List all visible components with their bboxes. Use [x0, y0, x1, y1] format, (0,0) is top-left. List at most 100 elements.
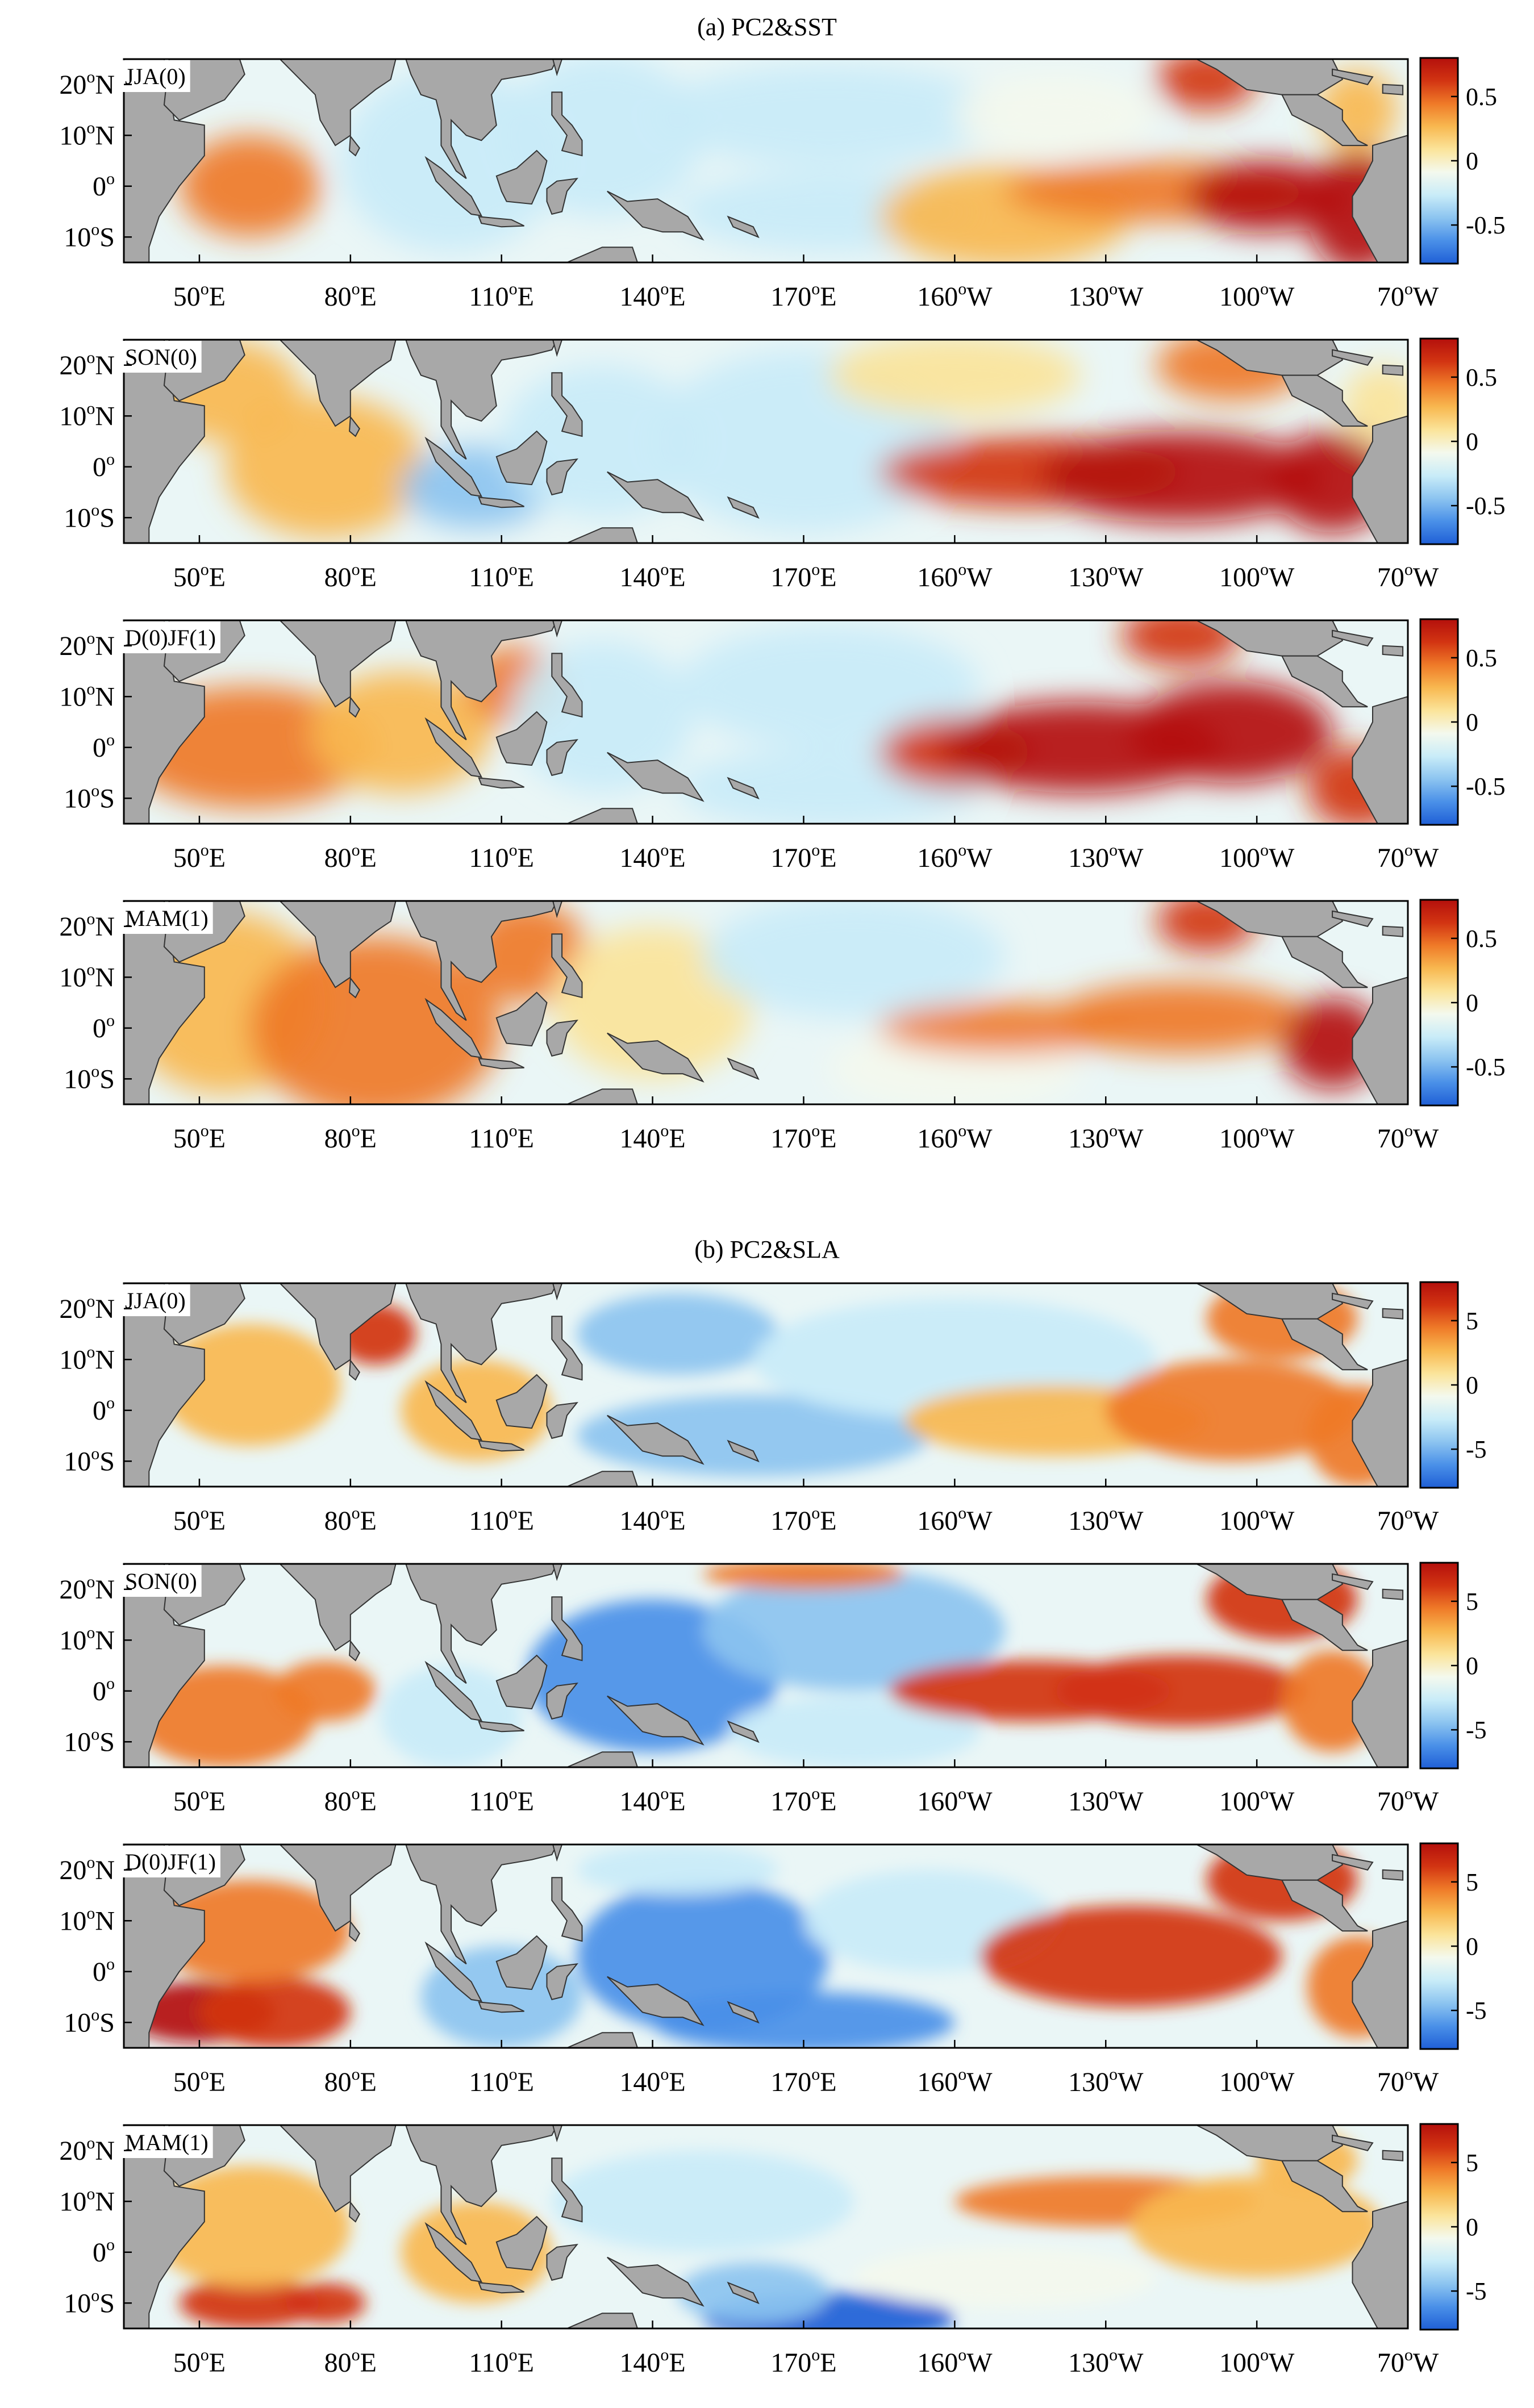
hispaniola-land	[1382, 1869, 1404, 1881]
taiwan-land	[552, 1283, 563, 1301]
new-guinea-land	[607, 2256, 705, 2307]
borneo-land	[495, 711, 548, 766]
lon-tick-label: 50oE	[173, 1121, 226, 1154]
lat-tick-sup: o	[86, 118, 95, 137]
lat-tick-sup: o	[86, 909, 95, 928]
lon-tick-num: 160	[917, 843, 958, 873]
lon-tick-num: 70	[1377, 562, 1404, 592]
hispaniola-land	[1382, 2150, 1404, 2161]
lon-tick-sup: o	[1260, 1121, 1269, 1140]
lat-tick-hemi: N	[95, 962, 115, 992]
lon-tick-sup: o	[811, 1504, 820, 1522]
anomaly-region	[854, 2247, 1156, 2309]
lon-tick-num: 110	[469, 562, 508, 592]
lat-tick-num: 10	[59, 1345, 86, 1375]
solomon-land	[727, 2001, 760, 2024]
colorbar-tick-label: -5	[1466, 2277, 1487, 2305]
lon-tick-sup: o	[1260, 2065, 1269, 2084]
lon-tick-label: 70oW	[1377, 1504, 1439, 1536]
lon-tick-label: 130oW	[1068, 2346, 1144, 2378]
lon-tick-num: 160	[917, 562, 958, 592]
anomaly-region	[285, 2282, 366, 2324]
lat-tick-label: 10oS	[64, 2286, 115, 2318]
lon-tick-num: 170	[770, 1506, 811, 1536]
anomaly-region	[552, 2150, 854, 2252]
lat-tick-hemi: N	[95, 1294, 115, 1324]
anomaly-region	[149, 1880, 351, 1982]
lon-tick-num: 170	[770, 562, 811, 592]
lat-tick-sup: o	[91, 1725, 99, 1743]
anomaly-region	[828, 340, 1081, 416]
lon-tick-num: 130	[1068, 2348, 1109, 2378]
philippines-land	[551, 91, 583, 157]
cuba-land	[1332, 2134, 1374, 2151]
lat-tick-num: 20	[59, 70, 86, 100]
lon-tick-sup: o	[958, 1121, 966, 1140]
lon-tick-hemi: E	[669, 1506, 685, 1536]
anomaly-region	[381, 1666, 522, 1767]
anomaly-shading	[179, 59, 1408, 262]
java-land	[478, 216, 525, 228]
lon-tick-num: 170	[770, 843, 811, 873]
lat-tick-sup: o	[86, 960, 95, 979]
colorbar-tick-label: 0.5	[1466, 364, 1497, 391]
colorbar: 5 0 -5	[1419, 1842, 1487, 2050]
lat-tick-hemi: S	[99, 783, 115, 813]
lon-tick-hemi: E	[820, 1506, 836, 1536]
lon-tick-sup: o	[958, 2346, 966, 2364]
lon-tick-label: 50oE	[173, 2065, 226, 2097]
philippines-land	[551, 1316, 583, 1381]
lon-tick-num: 50	[173, 1124, 201, 1154]
java-land	[478, 1721, 525, 1733]
lon-tick-num: 70	[1377, 1506, 1404, 1536]
lat-tick-sup: o	[106, 450, 115, 469]
anomaly-field	[124, 901, 1408, 1104]
lat-tick-label: 10oN	[59, 2184, 115, 2217]
lon-tick-hemi: E	[518, 562, 534, 592]
lon-tick-label: 170oE	[770, 279, 836, 312]
south-america-land	[1352, 135, 1408, 262]
india-land	[279, 1844, 397, 1932]
australia-land	[566, 1751, 639, 1767]
solomon-land	[727, 215, 760, 239]
lon-tick-label: 130oW	[1068, 1784, 1144, 1817]
lon-tick-label: 100oW	[1219, 1784, 1295, 1817]
lon-tick-label: 110oE	[469, 1784, 534, 1817]
cuba-land	[1332, 349, 1374, 366]
sulawesi-land	[546, 1401, 578, 1439]
lon-tick-sup: o	[1260, 560, 1269, 579]
lat-tick-hemi: N	[95, 1625, 115, 1655]
lon-tick-sup: o	[352, 279, 360, 298]
lon-tick-sup: o	[958, 1784, 966, 1803]
lon-tick-label: 170oE	[770, 841, 836, 873]
lon-tick-sup: o	[1404, 1121, 1413, 1140]
lat-tick-hemi: N	[95, 912, 115, 942]
lon-tick-sup: o	[660, 1504, 669, 1522]
lat-tick-sup: o	[91, 500, 99, 519]
panel-frame	[123, 1843, 1409, 2049]
lon-tick-hemi: E	[209, 2067, 226, 2097]
anomaly-field	[124, 59, 1408, 262]
lon-tick-num: 50	[173, 2067, 201, 2097]
lon-tick-label: 50oE	[173, 1504, 226, 1536]
lon-tick-sup: o	[660, 841, 669, 859]
lon-tick-sup: o	[509, 1504, 518, 1522]
lon-tick-sup: o	[1260, 841, 1269, 859]
philippines-land	[551, 1877, 583, 1942]
lat-tick-hemi: N	[95, 70, 115, 100]
lat-tick-sup: o	[86, 1623, 95, 1642]
anomaly-region	[703, 1568, 1005, 1691]
lon-tick-num: 50	[173, 1787, 201, 1817]
sulawesi-land	[546, 1019, 578, 1057]
land-mask	[124, 59, 1408, 262]
anomaly-region	[199, 1976, 351, 2048]
lon-tick-num: 80	[324, 562, 352, 592]
lon-tick-hemi: E	[820, 562, 836, 592]
anomaly-region	[954, 74, 1156, 156]
lon-tick-label: 130oW	[1068, 279, 1144, 312]
colorbar-tick-label: 0	[1466, 428, 1478, 456]
lon-tick-label: 80oE	[324, 1504, 377, 1536]
lon-tick-num: 50	[173, 843, 201, 873]
lon-tick-label: 130oW	[1068, 2065, 1144, 2097]
lon-tick-sup: o	[352, 2346, 360, 2364]
